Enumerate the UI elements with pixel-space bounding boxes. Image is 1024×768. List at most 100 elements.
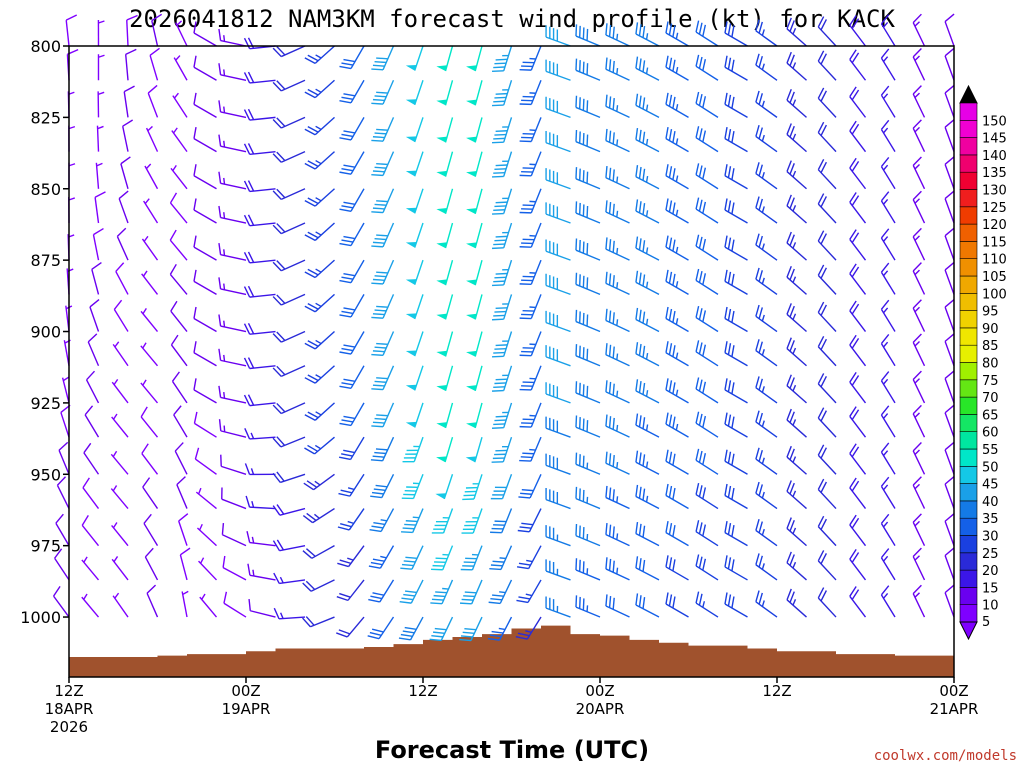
wind-barb bbox=[170, 164, 188, 190]
wind-barb bbox=[695, 411, 719, 438]
wind-barb bbox=[575, 58, 601, 81]
wind-barb bbox=[112, 592, 129, 618]
wind-barb bbox=[490, 508, 513, 534]
wind-barb bbox=[635, 236, 660, 261]
wind-barb bbox=[272, 402, 306, 415]
wind-barb bbox=[518, 473, 542, 499]
wind-barb bbox=[605, 271, 630, 296]
wind-barb bbox=[665, 55, 689, 81]
wind-barb bbox=[140, 342, 159, 367]
y-tick-label: 800 bbox=[30, 37, 61, 56]
wind-barb bbox=[786, 51, 807, 81]
colorbar-tick-label: 120 bbox=[982, 218, 1007, 233]
wind-barb bbox=[371, 331, 395, 357]
colorbar-tick-label: 70 bbox=[982, 391, 999, 406]
wind-barb bbox=[575, 309, 601, 333]
wind-barb bbox=[786, 17, 807, 47]
y-tick-label: 850 bbox=[30, 180, 61, 199]
wind-barb bbox=[368, 545, 395, 569]
wind-barb bbox=[218, 348, 247, 367]
wind-barb bbox=[880, 14, 896, 47]
wind-barb bbox=[786, 89, 807, 118]
wind-barb bbox=[273, 572, 306, 585]
colorbar-tick-label: 110 bbox=[982, 253, 1007, 268]
wind-barb bbox=[243, 108, 276, 121]
wind-barb bbox=[193, 164, 217, 190]
colorbar-swatch bbox=[959, 414, 978, 432]
wind-barb bbox=[605, 237, 630, 261]
wind-barb bbox=[126, 14, 138, 47]
wind-barb bbox=[817, 158, 837, 190]
wind-barb bbox=[193, 21, 217, 47]
wind-barb bbox=[665, 269, 689, 296]
wind-barb bbox=[944, 404, 955, 438]
wind-barb bbox=[436, 222, 454, 249]
wind-barb bbox=[171, 127, 188, 153]
wind-barb bbox=[112, 341, 129, 367]
wind-barb bbox=[337, 508, 365, 531]
wind-barb bbox=[302, 545, 335, 559]
wind-barb bbox=[170, 300, 188, 332]
wind-barb bbox=[695, 591, 719, 618]
wind-barb bbox=[176, 476, 188, 509]
wind-barb bbox=[304, 365, 335, 384]
wind-barb bbox=[724, 483, 748, 510]
wind-barb bbox=[401, 508, 424, 534]
wind-barb bbox=[405, 117, 424, 143]
wind-barb bbox=[272, 504, 306, 516]
x-tick-label: 19APR bbox=[222, 700, 271, 718]
wind-barb bbox=[786, 303, 807, 333]
wind-barb bbox=[519, 45, 542, 71]
plot-frame bbox=[68, 45, 955, 678]
wind-barb bbox=[243, 357, 276, 370]
wind-barb bbox=[492, 188, 513, 215]
wind-barb bbox=[786, 374, 807, 404]
wind-barb bbox=[724, 55, 748, 81]
wind-barb bbox=[141, 270, 159, 295]
wind-barb bbox=[944, 190, 955, 224]
wind-barb bbox=[786, 160, 807, 190]
wind-barb bbox=[199, 593, 218, 618]
wind-barb bbox=[755, 481, 778, 510]
wind-barb bbox=[849, 229, 867, 261]
wind-barb bbox=[817, 373, 837, 404]
wind-barb bbox=[436, 436, 454, 463]
wind-barb bbox=[912, 513, 926, 546]
wind-barb bbox=[880, 48, 896, 81]
x-tick-label: 21APR bbox=[930, 700, 979, 718]
wind-barb bbox=[665, 198, 689, 224]
wind-barb bbox=[519, 365, 542, 391]
wind-barb bbox=[243, 71, 276, 84]
wind-barb bbox=[370, 436, 395, 462]
wind-barb bbox=[516, 545, 542, 570]
wind-barb bbox=[466, 45, 483, 72]
wind-barb bbox=[519, 402, 542, 428]
wind-barb bbox=[405, 151, 424, 177]
wind-barb bbox=[122, 119, 134, 152]
wind-barb bbox=[400, 545, 424, 570]
wind-barb bbox=[755, 376, 778, 404]
wind-barb bbox=[304, 436, 335, 455]
wind-barb bbox=[489, 545, 513, 571]
wind-barb bbox=[665, 126, 689, 153]
y-tick-label: 950 bbox=[30, 465, 61, 484]
colorbar-tick-label: 145 bbox=[982, 132, 1007, 147]
wind-barb bbox=[339, 294, 365, 318]
colorbar-tick-label: 100 bbox=[982, 287, 1007, 302]
wind-barb bbox=[665, 164, 689, 190]
wind-barb bbox=[140, 307, 159, 332]
wind-barb bbox=[272, 471, 306, 484]
wind-barb bbox=[880, 548, 896, 581]
wind-barb bbox=[146, 584, 159, 618]
wind-barb bbox=[466, 222, 483, 249]
wind-barb bbox=[97, 19, 105, 47]
wind-barb bbox=[123, 85, 135, 118]
wind-barb bbox=[755, 53, 778, 81]
wind-barb bbox=[575, 558, 601, 581]
wind-barb bbox=[786, 517, 807, 547]
wind-barb bbox=[181, 590, 189, 618]
wind-barb bbox=[87, 333, 100, 367]
colorbar-swatch bbox=[959, 241, 978, 259]
colorbar-swatch bbox=[959, 206, 978, 225]
wind-barb bbox=[944, 119, 955, 152]
